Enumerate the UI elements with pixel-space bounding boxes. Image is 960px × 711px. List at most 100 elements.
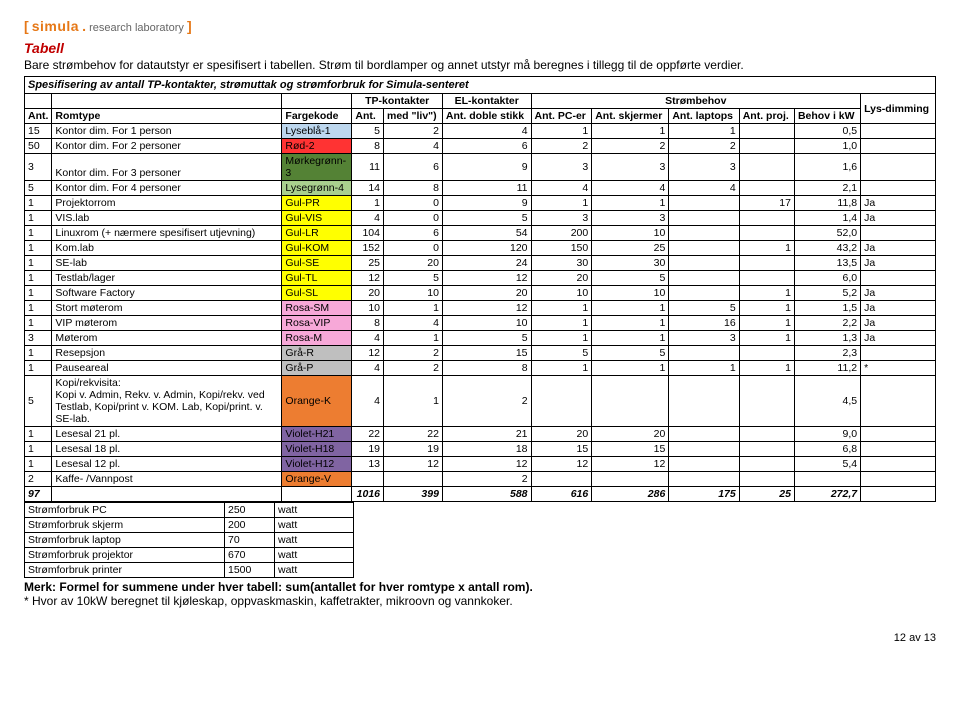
- cell-value: [669, 286, 739, 301]
- cell-value: 6,8: [794, 442, 860, 457]
- cell-value: 1,6: [794, 154, 860, 181]
- logo-dot: .: [82, 18, 86, 34]
- hdr-farge: Fargekode: [282, 109, 352, 124]
- table-row: 50Kontor dim. For 2 personerRød-28462221…: [25, 139, 936, 154]
- cell-romtype: Linuxrom (+ nærmere spesifisert utjevnin…: [52, 226, 282, 241]
- cell-ant: 50: [25, 139, 52, 154]
- power-unit: watt: [275, 563, 354, 578]
- cell-fargekode: Gul-VIS: [282, 211, 352, 226]
- cell-value: 2: [384, 346, 443, 361]
- cell-value: 30: [592, 256, 669, 271]
- table-row: 1Lesesal 21 pl.Violet-H2122222120209,0: [25, 427, 936, 442]
- cell-value: 52,0: [794, 226, 860, 241]
- table-body: 15Kontor dim. For 1 personLyseblå-152411…: [25, 124, 936, 502]
- logo-simula: simula: [32, 18, 79, 34]
- cell-value: [739, 139, 794, 154]
- cell-value: [531, 376, 592, 427]
- hdr-behov: Behov i kW: [794, 109, 860, 124]
- cell-romtype: Resepsjon: [52, 346, 282, 361]
- cell-value: 9: [442, 154, 531, 181]
- cell-value: 8: [352, 139, 384, 154]
- cell-value: 150: [531, 241, 592, 256]
- cell-value: 13,5: [794, 256, 860, 271]
- cell-value: 10: [352, 301, 384, 316]
- table-row: 2Kaffe- /VannpostOrange-V2: [25, 472, 936, 487]
- cell-value: 1: [531, 124, 592, 139]
- cell-value: [592, 376, 669, 427]
- power-unit: watt: [275, 533, 354, 548]
- cell-value: [531, 472, 592, 487]
- cell-value: 30: [531, 256, 592, 271]
- table-row: 1Kom.labGul-KOM152012015025143,2Ja: [25, 241, 936, 256]
- power-label: Strømforbruk projektor: [25, 548, 225, 563]
- cell-value: 6: [384, 154, 443, 181]
- cell-romtype: Lesesal 18 pl.: [52, 442, 282, 457]
- hdr-med: med "liv"): [384, 109, 443, 124]
- cell-value: 4: [352, 331, 384, 346]
- cell-value: 1: [739, 301, 794, 316]
- cell-value: 13: [352, 457, 384, 472]
- main-table: TP-kontakter EL-kontakter Strømbehov Lys…: [24, 93, 936, 502]
- cell-value: 5: [592, 271, 669, 286]
- cell-value: 5: [442, 331, 531, 346]
- cell-ant: 1: [25, 346, 52, 361]
- cell-romtype: Kontor dim. For 3 personer: [52, 154, 282, 181]
- cell-ant: 1: [25, 427, 52, 442]
- cell-value: 6,0: [794, 271, 860, 286]
- cell-value: 5,2: [794, 286, 860, 301]
- cell-value: [739, 124, 794, 139]
- cell-romtype: Kom.lab: [52, 241, 282, 256]
- cell-fargekode: Grå-R: [282, 346, 352, 361]
- cell-romtype: Stort møterom: [52, 301, 282, 316]
- cell-value: 5: [442, 211, 531, 226]
- table-row: 1ResepsjonGrå-R12215552,3: [25, 346, 936, 361]
- cell-value: [669, 442, 739, 457]
- cell-fargekode: Lysegrønn-4: [282, 181, 352, 196]
- table-row: 3Kontor dim. For 3 personerMørkegrønn-31…: [25, 154, 936, 181]
- cell-value: 1: [669, 361, 739, 376]
- cell-value: [739, 472, 794, 487]
- cell-value: [739, 154, 794, 181]
- cell-ant: 1: [25, 316, 52, 331]
- cell-value: 4: [442, 124, 531, 139]
- cell-value: [739, 427, 794, 442]
- cell-ant: 1: [25, 286, 52, 301]
- cell-value: [861, 457, 936, 472]
- cell-value: 6: [442, 139, 531, 154]
- cell-value: 2: [592, 139, 669, 154]
- cell-value: [669, 271, 739, 286]
- cell-value: 17: [739, 196, 794, 211]
- cell-value: 6: [384, 226, 443, 241]
- intro-text: Bare strømbehov for datautstyr er spesif…: [24, 58, 936, 72]
- total-cell: [861, 487, 936, 502]
- cell-romtype: Pauseareal: [52, 361, 282, 376]
- hdr-ant: Ant.: [25, 109, 52, 124]
- cell-value: [669, 472, 739, 487]
- cell-value: 4,5: [794, 376, 860, 427]
- cell-value: 1: [739, 361, 794, 376]
- cell-value: [669, 457, 739, 472]
- cell-value: 4: [531, 181, 592, 196]
- power-label: Strømforbruk skjerm: [25, 518, 225, 533]
- power-label: Strømforbruk PC: [25, 503, 225, 518]
- total-cell: 1016: [352, 487, 384, 502]
- cell-ant: 5: [25, 376, 52, 427]
- cell-value: 1: [592, 331, 669, 346]
- cell-romtype: VIP møterom: [52, 316, 282, 331]
- cell-romtype: Testlab/lager: [52, 271, 282, 286]
- cell-value: [739, 226, 794, 241]
- cell-ant: 1: [25, 301, 52, 316]
- cell-value: [592, 472, 669, 487]
- cell-value: [669, 196, 739, 211]
- cell-value: 2: [384, 361, 443, 376]
- cell-value: 10: [592, 226, 669, 241]
- cell-romtype: Kontor dim. For 2 personer: [52, 139, 282, 154]
- cell-value: 3: [531, 211, 592, 226]
- cell-value: 15: [442, 346, 531, 361]
- cell-value: 12: [442, 271, 531, 286]
- cell-value: [861, 346, 936, 361]
- cell-fargekode: Violet-H18: [282, 442, 352, 457]
- cell-value: 16: [669, 316, 739, 331]
- cell-value: 11: [442, 181, 531, 196]
- cell-value: 5: [669, 301, 739, 316]
